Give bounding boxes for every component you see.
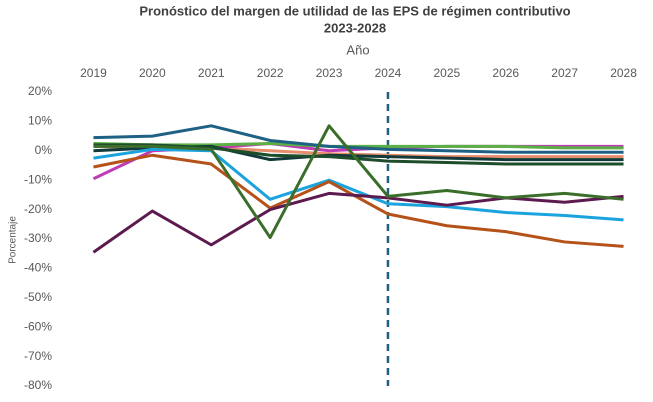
y-tick-label: -60% (24, 319, 52, 333)
series-line (93, 147, 624, 222)
y-tick-label: -70% (24, 349, 52, 363)
y-tick-label: -20% (24, 202, 52, 216)
x-tick-label: 2021 (198, 66, 225, 80)
y-tick-label: 10% (28, 114, 52, 128)
chart-title: Pronóstico del margen de utilidad de las… (139, 3, 570, 18)
x-axis-label: Año (346, 42, 369, 57)
y-tick-label: -10% (24, 172, 52, 186)
x-tick-label: 2025 (433, 66, 460, 80)
y-tick-label: -30% (24, 231, 52, 245)
x-tick-label: 2024 (375, 66, 402, 80)
x-tick-label: 2027 (551, 66, 578, 80)
x-tick-label: 2022 (257, 66, 284, 80)
x-tick-label: 2028 (610, 66, 637, 80)
series-line (93, 124, 624, 240)
x-tick-label: 2019 (80, 66, 107, 80)
x-tick-label: 2020 (139, 66, 166, 80)
y-tick-label: 0% (35, 143, 53, 157)
series-line (92, 191, 624, 254)
x-tick-label: 2023 (316, 66, 343, 80)
chart-subtitle: 2023-2028 (324, 20, 386, 35)
y-axis-label: Porcentaje (8, 216, 19, 264)
y-tick-label: -80% (24, 378, 52, 392)
y-tick-label: -40% (24, 261, 52, 275)
y-tick-label: 20% (28, 84, 52, 98)
y-tick-label: -50% (24, 290, 52, 304)
series-line (93, 124, 624, 154)
series-line (93, 153, 624, 248)
x-tick-label: 2026 (492, 66, 519, 80)
